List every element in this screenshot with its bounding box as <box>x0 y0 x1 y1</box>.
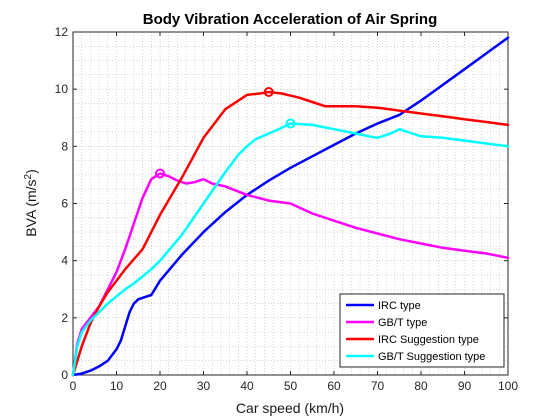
y-tick-label: 2 <box>61 311 68 325</box>
legend-label: GB/T Suggestion type <box>378 351 485 363</box>
x-tick-label: 70 <box>371 379 385 393</box>
legend-label: GB/T type <box>378 317 427 329</box>
x-tick-label: 20 <box>153 379 167 393</box>
y-tick-label: 12 <box>55 25 69 39</box>
legend-label: IRC Suggestion type <box>378 334 479 346</box>
x-tick-label: 90 <box>458 379 472 393</box>
legend-label: IRC type <box>378 300 421 312</box>
y-tick-label: 8 <box>61 139 68 153</box>
x-tick-label: 30 <box>197 379 211 393</box>
x-axis-label: Car speed (km/h) <box>236 400 344 416</box>
x-tick-label: 100 <box>498 379 518 393</box>
y-axis-label: BVA (m/s2) <box>23 169 39 237</box>
x-tick-label: 50 <box>284 379 298 393</box>
y-tick-label: 0 <box>61 368 68 382</box>
x-tick-label: 10 <box>110 379 124 393</box>
marker-layer <box>156 88 295 177</box>
y-tick-label: 10 <box>55 82 69 96</box>
y-tick-label: 4 <box>61 254 68 268</box>
x-tick-label: 60 <box>327 379 341 393</box>
x-tick-label: 40 <box>240 379 254 393</box>
chart-title: Body Vibration Acceleration of Air Sprin… <box>143 11 438 28</box>
y-axis-label-close: ) <box>23 169 39 174</box>
y-tick-label: 6 <box>61 197 68 211</box>
x-tick-label: 80 <box>414 379 428 393</box>
x-tick-label: 0 <box>70 379 77 393</box>
legend: IRC type GB/T type IRC Suggestion type GB/T… <box>340 294 504 367</box>
y-axis-label-main: BVA (m/s <box>23 179 39 236</box>
